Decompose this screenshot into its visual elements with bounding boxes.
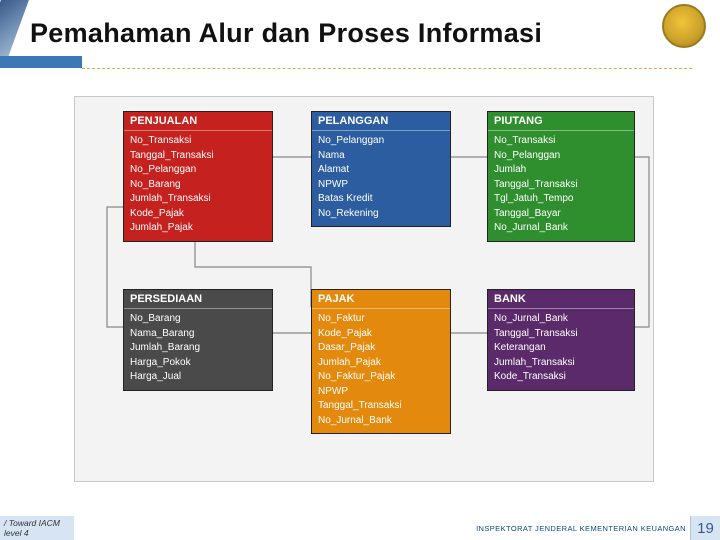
entity-header: PAJAK (312, 290, 450, 309)
connector-piutang-bank (635, 157, 649, 327)
field: No_Transaksi (130, 134, 266, 149)
corner-logo (0, 0, 29, 60)
entity-fields: No_PelangganNamaAlamatNPWPBatas KreditNo… (312, 131, 450, 226)
emblem-icon (662, 4, 706, 48)
field: Jumlah (494, 163, 628, 178)
field: No_Rekening (318, 207, 444, 222)
entity-pelanggan: PELANGGANNo_PelangganNamaAlamatNPWPBatas… (311, 111, 451, 227)
field: No_Pelanggan (130, 163, 266, 178)
entity-fields: No_Jurnal_BankTanggal_TransaksiKeteranga… (488, 309, 634, 390)
field: No_Jurnal_Bank (318, 414, 444, 429)
field: Jumlah_Transaksi (130, 192, 266, 207)
field: NPWP (318, 178, 444, 193)
field: Nama (318, 149, 444, 164)
field: Tgl_Jatuh_Tempo (494, 192, 628, 207)
field: Dasar_Pajak (318, 341, 444, 356)
field: Alamat (318, 163, 444, 178)
page-title: Pemahaman Alur dan Proses Informasi (30, 18, 542, 49)
field: No_Barang (130, 178, 266, 193)
entity-piutang: PIUTANGNo_TransaksiNo_PelangganJumlahTan… (487, 111, 635, 242)
entity-header: PERSEDIAAN (124, 290, 272, 309)
field: Kode_Transaksi (494, 370, 628, 385)
field: No_Barang (130, 312, 266, 327)
field: Tanggal_Transaksi (494, 178, 628, 193)
entity-persediaan: PERSEDIAANNo_BarangNama_BarangJumlah_Bar… (123, 289, 273, 391)
field: Jumlah_Barang (130, 341, 266, 356)
field: Kode_Pajak (318, 327, 444, 342)
field: No_Pelanggan (494, 149, 628, 164)
field: Nama_Barang (130, 327, 266, 342)
footer-right: INSPEKTORAT JENDERAL KEMENTERIAN KEUANGA… (476, 524, 690, 533)
field: No_Faktur (318, 312, 444, 327)
field: No_Jurnal_Bank (494, 312, 628, 327)
field: Tanggal_Transaksi (494, 327, 628, 342)
entity-fields: No_TransaksiTanggal_TransaksiNo_Pelangga… (124, 131, 272, 241)
field: Tanggal_Transaksi (318, 399, 444, 414)
field: NPWP (318, 385, 444, 400)
entity-header: PENJUALAN (124, 112, 272, 131)
entity-fields: No_TransaksiNo_PelangganJumlahTanggal_Tr… (488, 131, 634, 241)
entity-penjualan: PENJUALANNo_TransaksiTanggal_TransaksiNo… (123, 111, 273, 242)
field: Keterangan (494, 341, 628, 356)
field: No_Transaksi (494, 134, 628, 149)
footer-left: / Toward IACM level 4 (0, 516, 74, 540)
title-underline (82, 68, 692, 69)
blue-tab (0, 56, 82, 68)
field: Tanggal_Bayar (494, 207, 628, 222)
field: No_Jurnal_Bank (494, 221, 628, 236)
entity-bank: BANKNo_Jurnal_BankTanggal_TransaksiKeter… (487, 289, 635, 391)
field: Jumlah_Transaksi (494, 356, 628, 371)
field: Harga_Jual (130, 370, 266, 385)
field: Jumlah_Pajak (318, 356, 444, 371)
footer: / Toward IACM level 4 INSPEKTORAT JENDER… (0, 516, 720, 540)
erd-diagram: PENJUALANNo_TransaksiTanggal_TransaksiNo… (74, 96, 654, 482)
field: No_Pelanggan (318, 134, 444, 149)
page-number: 19 (690, 516, 720, 540)
entity-fields: No_BarangNama_BarangJumlah_BarangHarga_P… (124, 309, 272, 390)
entity-header: BANK (488, 290, 634, 309)
field: Batas Kredit (318, 192, 444, 207)
connector-penjualan-persediaan (107, 207, 123, 327)
field: Jumlah_Pajak (130, 221, 266, 236)
field: Kode_Pajak (130, 207, 266, 222)
field: Tanggal_Transaksi (130, 149, 266, 164)
entity-pajak: PAJAKNo_FakturKode_PajakDasar_PajakJumla… (311, 289, 451, 434)
field: Harga_Pokok (130, 356, 266, 371)
entity-header: PELANGGAN (312, 112, 450, 131)
entity-fields: No_FakturKode_PajakDasar_PajakJumlah_Paj… (312, 309, 450, 433)
field: No_Faktur_Pajak (318, 370, 444, 385)
entity-header: PIUTANG (488, 112, 634, 131)
